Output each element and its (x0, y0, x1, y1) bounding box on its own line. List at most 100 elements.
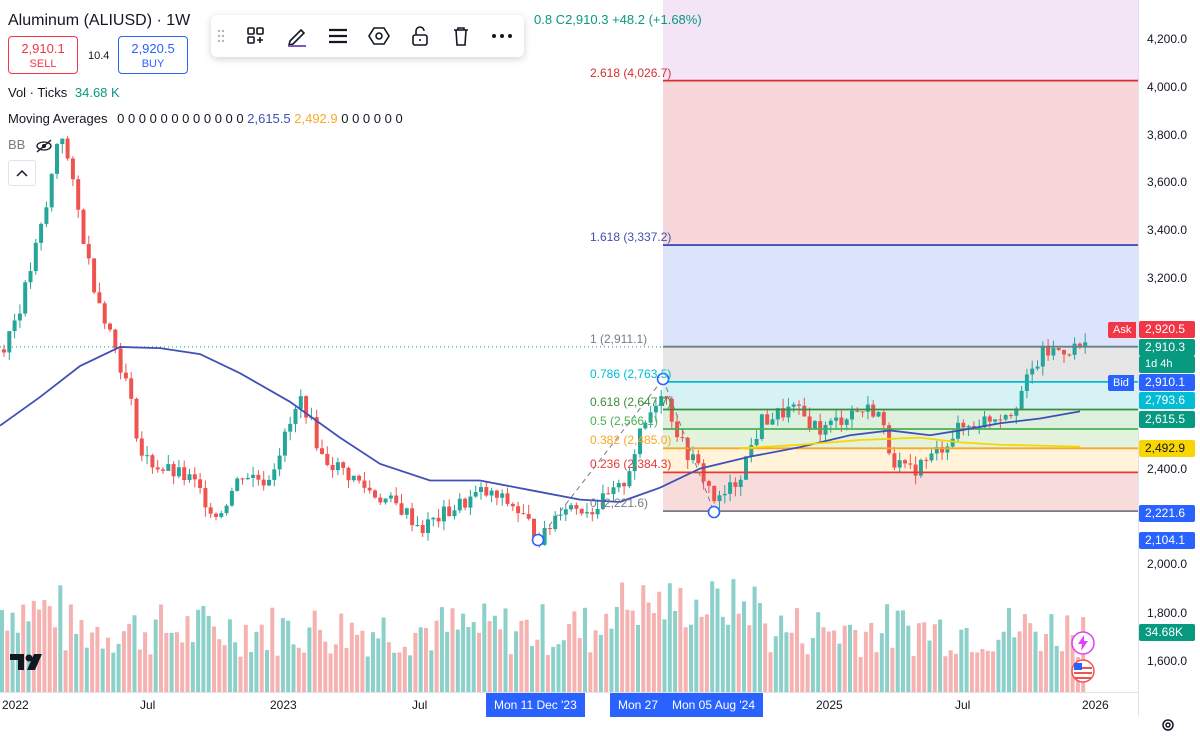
volume-bar (789, 632, 794, 692)
tradingview-logo[interactable] (10, 652, 46, 677)
volume-bar (339, 613, 344, 692)
volume-bar (551, 646, 556, 692)
hexagon-icon[interactable] (366, 23, 392, 49)
candle-body (966, 426, 971, 428)
candle-body (426, 519, 430, 534)
volume-legend[interactable]: Vol · Ticks 34.68 K (8, 85, 120, 100)
candle-body (638, 428, 642, 455)
axis-settings-button[interactable] (1160, 718, 1176, 737)
candle-body (70, 158, 75, 180)
candle-body (2, 349, 6, 353)
volume-bar (710, 581, 715, 692)
volume-bar (259, 624, 264, 692)
volume-bar (593, 630, 598, 692)
candle-body (918, 459, 923, 476)
candle-body (293, 408, 298, 424)
volume-bar (169, 632, 174, 692)
fib-anchor-handle[interactable] (531, 533, 545, 547)
price-axis[interactable]: 4,200.0 4,000.0 3,800.0 3,600.0 3,400.0 3,200… (1138, 0, 1200, 716)
volume-bar (429, 650, 434, 692)
time-axis[interactable]: 2022 Jul 2023 Jul 2025 Jul 2026 Mon 11 Dec '23… (0, 692, 1138, 717)
chart-plot-area[interactable] (0, 0, 1138, 716)
more-icon[interactable] (489, 23, 515, 49)
drawing-toolbar[interactable] (211, 15, 524, 57)
volume-bar (911, 655, 916, 692)
price-tick-label: 4,000.0 (1147, 80, 1188, 94)
fib-anchor-handle[interactable] (656, 372, 670, 386)
us-flag-widget[interactable] (1070, 658, 1096, 689)
candle-body (298, 396, 303, 409)
volume-bar (636, 625, 640, 692)
settings-gear-icon[interactable] (1160, 696, 1178, 714)
bb-legend[interactable]: BB (8, 137, 53, 153)
volume-bar (943, 656, 948, 692)
sell-button[interactable]: 2,910.1 SELL (8, 36, 78, 74)
volume-bar (959, 629, 964, 692)
volume-bar (694, 599, 699, 692)
time-tick-label: 2025 (816, 698, 843, 712)
candle-body (961, 422, 966, 428)
fib-trend-line-2 (662, 378, 715, 513)
candle-body (330, 465, 335, 471)
trash-icon[interactable] (448, 23, 474, 49)
volume-bar (63, 650, 68, 692)
volume-bar (1049, 614, 1054, 692)
fib-anchor-handle[interactable] (707, 505, 721, 519)
volume-bar (74, 633, 79, 692)
volume-bar (985, 650, 990, 692)
volume-bar (318, 629, 322, 692)
candle-body (622, 483, 627, 487)
candle-body (643, 422, 648, 429)
candle-body (797, 404, 801, 406)
volume-bar (609, 628, 614, 692)
volume-bar (286, 620, 291, 692)
volume-bar (376, 638, 381, 692)
volume-bar (1054, 645, 1059, 692)
moving-averages-legend[interactable]: Moving Averages 0 0 0 0 0 0 0 0 0 0 0 0 … (8, 111, 403, 126)
volume-bar (190, 642, 195, 692)
candle-body (876, 412, 881, 417)
candle-body (12, 320, 17, 332)
ohlc-readout: 0.8 C2,910.3 +48.2 (+1.68%) (534, 12, 702, 27)
lock-icon[interactable] (407, 23, 433, 49)
volume-bar (519, 620, 524, 692)
candle-body (235, 478, 240, 491)
volume-bar (545, 655, 550, 692)
volume-bar (79, 620, 84, 692)
lightning-widget[interactable] (1070, 630, 1096, 661)
price-chart-canvas[interactable] (0, 0, 1138, 716)
candle-body (834, 417, 839, 421)
volume-bar (927, 640, 932, 692)
volume-bar (249, 652, 254, 692)
volume-bar (826, 631, 831, 692)
candle-body (521, 513, 526, 515)
volume-bar (127, 623, 132, 692)
drag-handle-icon[interactable] (215, 23, 227, 49)
volume-bar (95, 626, 100, 692)
buy-button[interactable]: 2,920.5 BUY (118, 36, 188, 74)
candle-body (574, 505, 579, 509)
pencil-icon[interactable] (284, 23, 310, 49)
bb-label: BB (8, 137, 26, 152)
eye-hidden-icon[interactable] (35, 139, 53, 153)
volume-bar (5, 630, 10, 692)
grid-icon[interactable] (243, 23, 269, 49)
ma-blue-value: 2,615.5 (247, 111, 291, 126)
symbol-title[interactable]: Aluminum (ALIUSD) · 1W (8, 12, 190, 30)
candle-body (828, 420, 833, 425)
candle-body (855, 410, 860, 412)
fib-trend-line (537, 378, 664, 541)
volume-bar (100, 648, 105, 692)
volume-bar (1012, 637, 1017, 692)
lines-icon[interactable] (325, 23, 351, 49)
candle-body (447, 506, 452, 517)
candle-body (452, 510, 457, 517)
volume-bar (333, 644, 338, 692)
volume-bar (180, 642, 185, 692)
volume-bar (715, 588, 720, 692)
volume-bar (800, 643, 805, 692)
candle-body (611, 487, 616, 495)
price-tick-label: 3,200.0 (1147, 270, 1188, 285)
candle-body (950, 438, 955, 447)
collapse-legend-button[interactable] (8, 160, 36, 186)
